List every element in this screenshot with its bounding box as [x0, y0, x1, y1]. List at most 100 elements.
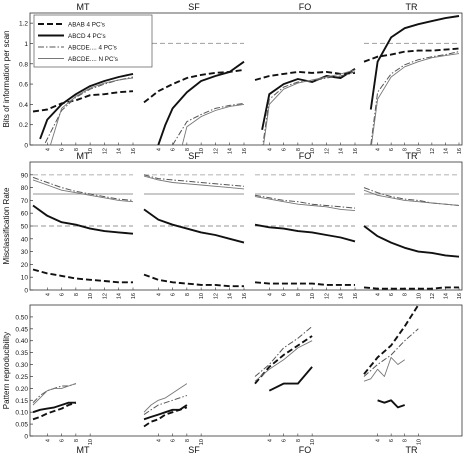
y-tick-label: 0 — [24, 288, 28, 295]
y-tick-label: 10 — [21, 275, 29, 282]
x-tick-label: 10 — [88, 439, 94, 445]
x-tick-label: 12 — [324, 148, 330, 154]
legend-label: ABCDE.... N PC's — [68, 56, 118, 63]
x-tick-label: 10 — [310, 293, 316, 299]
x-tick-label: 10 — [310, 148, 316, 154]
x-tick-label: 4 — [376, 439, 382, 442]
x-tick-label: 12 — [213, 148, 219, 154]
series-line-4 — [263, 69, 356, 145]
x-tick-label: 16 — [353, 148, 359, 154]
panel-sf: SF 4 6 8 10 12 14 16 — [143, 151, 248, 299]
x-tick-label: 16 — [242, 293, 248, 299]
x-tick-label: 14 — [117, 293, 123, 299]
y-tick-label: 0 — [24, 434, 28, 441]
x-tick-label: 4 — [45, 293, 51, 296]
legend-label: ABCD 4 PC's — [68, 33, 106, 40]
series-line-1 — [254, 70, 356, 81]
x-tick-label: 10 — [199, 439, 205, 445]
series-line-4 — [143, 175, 245, 190]
x-tick-label: 6 — [171, 148, 177, 151]
x-tick-label: 10 — [310, 439, 316, 445]
x-tick-label: 16 — [131, 293, 137, 299]
series-line-3 — [254, 194, 356, 209]
y-axis-label: Misclassification Rate — [2, 187, 11, 264]
x-tick-label: 8 — [185, 148, 191, 151]
x-tick-label: 4 — [156, 293, 162, 296]
x-tick-label: 12 — [213, 293, 219, 299]
x-tick-label: 12 — [430, 148, 436, 154]
y-tick-label: 30 — [21, 249, 29, 256]
y-tick-label: 70 — [21, 198, 29, 205]
x-tick-label: 8 — [296, 439, 302, 442]
x-tick-label: 4 — [267, 293, 273, 296]
figure-caption — [2, 458, 472, 470]
x-tick-label: 14 — [339, 148, 345, 154]
series-line-4 — [363, 189, 460, 206]
x-tick-label: 6 — [282, 439, 288, 442]
series-line-3 — [143, 174, 245, 187]
x-tick-label: 4 — [376, 293, 382, 296]
panel-title: FO — [299, 2, 312, 12]
series-line-4 — [143, 383, 188, 413]
series-line-3 — [363, 187, 460, 206]
y-tick-label: 0.50 — [15, 314, 28, 321]
series-line-4 — [363, 356, 405, 382]
y-tick-label: 40 — [21, 236, 29, 243]
series-line-3 — [262, 71, 356, 145]
x-tick-label: 16 — [353, 293, 359, 299]
panel-mt: MT 4 6 8 10 — [32, 383, 94, 455]
series-line-1 — [143, 273, 244, 288]
x-tick-label: 6 — [60, 293, 66, 296]
panel-title: MT — [77, 2, 90, 12]
x-tick-label: 14 — [228, 148, 234, 154]
panel-fo: FO 4 6 8 10 12 14 16 — [254, 2, 359, 154]
x-tick-label: 4 — [156, 148, 162, 151]
y-axis-label: Pattern reproducibility — [2, 332, 11, 409]
y-tick-label: 0.30 — [15, 362, 28, 369]
x-tick-label: 8 — [185, 439, 191, 442]
x-tick-label: 4 — [267, 439, 273, 442]
x-tick-label: 6 — [171, 293, 177, 296]
y-tick-label: 0.45 — [15, 326, 28, 333]
y-tick-label: 20 — [21, 262, 29, 269]
y-tick-label: 0 — [24, 143, 28, 150]
chart-row-2: Misclassification Rate 0 10 20 30 40 50 60 70 80 9… — [2, 151, 463, 299]
panel-title: SF — [188, 2, 200, 12]
y-tick-label: 80 — [21, 185, 29, 192]
x-tick-label: 14 — [443, 293, 449, 299]
legend-label: ABCDE.... 4 PC's — [68, 45, 117, 52]
x-tick-label: 8 — [403, 293, 409, 296]
series-line-1 — [32, 268, 133, 284]
series-line-2 — [32, 204, 134, 235]
series-line-2 — [143, 404, 188, 421]
panel-title: TR — [406, 445, 418, 455]
series-line-1 — [363, 47, 460, 63]
series-line-4 — [32, 179, 134, 203]
x-tick-label: 12 — [102, 293, 108, 299]
series-line-2 — [369, 15, 460, 110]
panel-title: MT — [77, 445, 90, 455]
x-tick-label: 8 — [74, 293, 80, 296]
series-line-2 — [157, 60, 245, 145]
series-line-1 — [363, 305, 420, 375]
series-line-3 — [370, 51, 460, 145]
series-line-3 — [32, 176, 134, 201]
x-tick-label: 6 — [171, 439, 177, 442]
series-line-3 — [32, 383, 77, 404]
x-tick-label: 16 — [457, 293, 463, 299]
x-tick-label: 6 — [282, 148, 288, 151]
series-line-2 — [143, 208, 245, 244]
series-line-1 — [32, 90, 134, 113]
series-line-4 — [181, 103, 245, 145]
x-tick-label: 8 — [296, 293, 302, 296]
series-line-3 — [143, 395, 188, 416]
series-line-3 — [363, 328, 419, 377]
panel-title: MT — [77, 151, 90, 161]
series-line-1 — [363, 286, 459, 290]
panel-sf: SF 4 6 8 10 — [143, 383, 205, 455]
panel-mt: MT 4 6 8 10 12 14 16 — [32, 2, 137, 154]
x-tick-label: 8 — [74, 148, 80, 151]
y-tick-label: 0.15 — [15, 398, 28, 405]
plot-frame — [29, 12, 463, 146]
